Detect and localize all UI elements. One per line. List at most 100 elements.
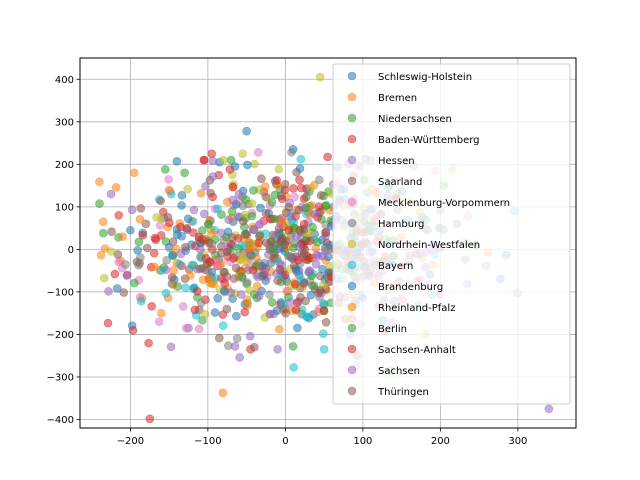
- data-point: [134, 260, 143, 270]
- x-tick-label: 0: [282, 436, 288, 447]
- data-point: [114, 211, 124, 220]
- data-point: [186, 271, 195, 280]
- data-point: [145, 414, 155, 424]
- data-point: [219, 155, 228, 165]
- data-point: [127, 205, 137, 215]
- data-point: [305, 236, 315, 246]
- x-tick-label: 200: [431, 436, 450, 447]
- data-point: [199, 155, 209, 165]
- legend-marker: [347, 344, 357, 354]
- data-point: [129, 168, 139, 178]
- data-point: [242, 295, 252, 304]
- data-point: [237, 272, 247, 281]
- data-point: [294, 242, 304, 251]
- data-point: [227, 233, 237, 242]
- data-point: [319, 345, 329, 354]
- data-point: [163, 212, 173, 222]
- data-point: [232, 311, 241, 321]
- data-point: [181, 323, 191, 333]
- data-point: [289, 184, 298, 193]
- data-point: [161, 288, 171, 298]
- data-point: [319, 329, 328, 338]
- legend-marker: [347, 197, 357, 207]
- data-point: [156, 266, 166, 275]
- data-point: [300, 278, 309, 288]
- data-point: [122, 271, 132, 280]
- data-point: [312, 250, 321, 259]
- legend-label: Niedersachsen: [378, 114, 452, 125]
- y-tick-label: −100: [47, 287, 74, 298]
- data-point: [260, 182, 270, 191]
- legend-box: [332, 63, 571, 405]
- data-point: [106, 189, 116, 199]
- data-point: [286, 252, 295, 261]
- data-point: [247, 211, 257, 221]
- legend-marker: [347, 176, 357, 186]
- data-point: [222, 304, 232, 314]
- data-point: [315, 72, 325, 82]
- data-point: [136, 253, 145, 262]
- data-point: [254, 291, 264, 301]
- x-tick-label: −100: [194, 436, 221, 447]
- data-point: [238, 216, 248, 226]
- data-point: [270, 190, 280, 200]
- data-point: [126, 225, 135, 235]
- data-point: [169, 266, 178, 275]
- data-point: [149, 248, 159, 258]
- legend-label: Berlin: [378, 324, 407, 335]
- y-tick-label: 100: [55, 202, 74, 213]
- data-point: [110, 269, 120, 279]
- data-point: [243, 278, 252, 287]
- legend-label: Sachsen: [378, 366, 420, 377]
- data-point: [194, 324, 204, 334]
- data-point: [306, 183, 316, 193]
- data-point: [180, 168, 189, 178]
- data-point: [225, 165, 235, 174]
- data-point: [96, 250, 106, 260]
- data-point: [229, 274, 239, 283]
- data-point: [245, 331, 255, 341]
- data-point: [226, 288, 236, 297]
- data-point: [290, 192, 299, 202]
- data-point: [177, 201, 186, 210]
- data-point: [295, 164, 305, 173]
- data-point: [272, 269, 281, 278]
- data-point: [308, 222, 317, 232]
- data-point: [218, 388, 228, 398]
- data-point: [128, 326, 138, 335]
- data-point: [234, 244, 243, 254]
- data-point: [200, 309, 210, 319]
- data-point: [208, 228, 217, 238]
- data-point: [296, 154, 306, 164]
- legend-marker: [347, 260, 357, 270]
- data-point: [284, 225, 294, 235]
- data-point: [544, 404, 554, 414]
- data-point: [249, 224, 258, 234]
- data-point: [193, 287, 202, 296]
- data-point: [249, 186, 258, 195]
- axis-ticks: −200 −100 0 100 200 300 −400 −300 −200 −100 0 100 20…: [47, 75, 528, 447]
- data-point: [278, 299, 288, 308]
- data-point: [234, 189, 244, 199]
- data-point: [196, 188, 206, 198]
- data-point: [95, 177, 104, 187]
- data-point: [314, 202, 324, 211]
- legend-items: Schleswig-Holstein Bremen Niedersachsen Bad…: [347, 71, 510, 398]
- data-point: [250, 159, 259, 169]
- x-tick-label: 300: [508, 436, 527, 447]
- axes-frame: [79, 57, 577, 429]
- data-point: [215, 333, 224, 343]
- data-point: [181, 283, 190, 292]
- legend-marker: [347, 302, 357, 312]
- data-point: [280, 270, 290, 280]
- data-point: [265, 245, 275, 254]
- data-point: [235, 353, 244, 362]
- data-point: [103, 318, 113, 328]
- data-point: [253, 148, 263, 157]
- data-point: [147, 301, 156, 311]
- data-point: [275, 324, 284, 334]
- data-point: [183, 214, 193, 224]
- data-point: [177, 191, 187, 200]
- data-point: [227, 207, 237, 216]
- data-point: [287, 148, 296, 157]
